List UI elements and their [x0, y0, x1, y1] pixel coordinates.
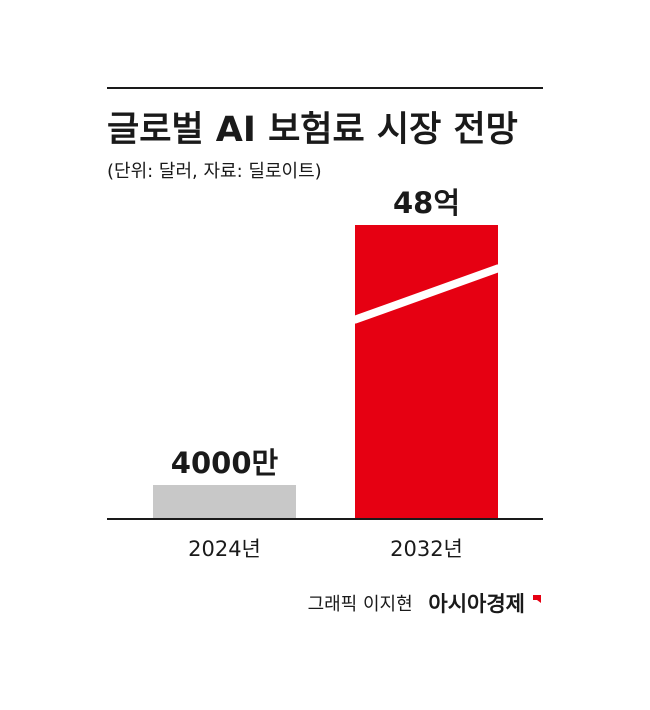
source: 아시아경제: [428, 592, 525, 616]
chart-title: 글로벌 AI 보험료 시장 전망: [107, 110, 518, 150]
x-tick-label: 2032년: [390, 537, 463, 561]
bar: [153, 485, 296, 519]
bar: [355, 225, 498, 519]
chart-subtitle: (단위: 달러, 자료: 딜로이트): [107, 161, 322, 182]
x-tick-label: 2024년: [188, 537, 261, 561]
value-label: 4000만: [171, 446, 279, 480]
brand-icon: [533, 595, 541, 603]
credit-group: 그래픽 이지현 아시아경제: [308, 592, 525, 616]
value-label: 48억: [393, 186, 460, 220]
credit: 그래픽 이지현: [308, 594, 413, 615]
axis-break: [352, 264, 501, 324]
